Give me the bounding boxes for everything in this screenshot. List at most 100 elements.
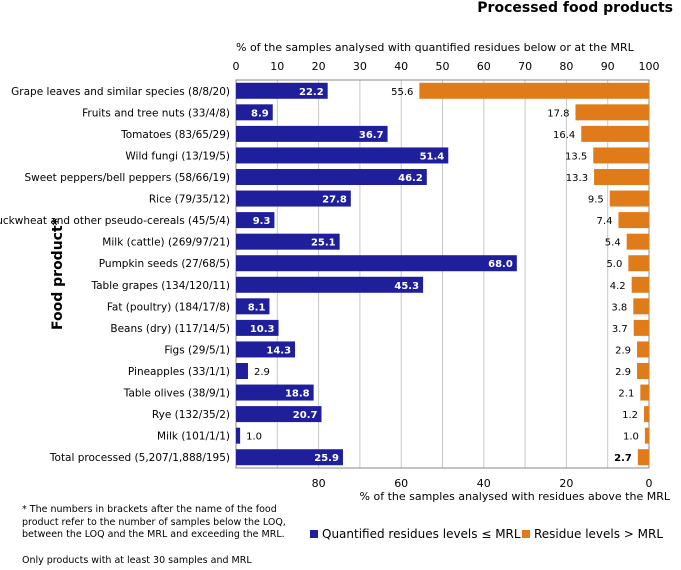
data-label-quantified: 51.4 (420, 151, 445, 162)
bar-exceeding (575, 104, 649, 121)
data-label-exceeding: 2.1 (618, 389, 634, 400)
bar-quantified (236, 82, 328, 99)
category-label: Fat (poultry) (184/17/8) (107, 301, 230, 313)
category-label: Wild fungi (13/19/5) (125, 150, 230, 162)
bar-exceeding (628, 255, 649, 272)
bar-exceeding (594, 169, 649, 185)
data-label-exceeding: 2.9 (615, 345, 631, 356)
bar-exceeding (593, 147, 649, 164)
bar-quantified (236, 449, 343, 466)
data-label-exceeding: 3.8 (611, 302, 627, 313)
bar-exceeding (419, 82, 649, 99)
category-label: Pumpkin seeds (27/68/5) (99, 258, 230, 270)
top-tick-label: 50 (436, 60, 450, 73)
footnote: * The numbers in brackets after the name… (22, 504, 286, 540)
top-tick-label: 70 (518, 60, 532, 73)
data-label-quantified: 46.2 (398, 173, 423, 184)
bar-quantified (236, 363, 248, 379)
legend-item-series-0: Quantified residues levels ≤ MRL (310, 527, 521, 541)
bar-quantified (236, 298, 270, 315)
bar-quantified (236, 190, 351, 207)
bar-exceeding (631, 276, 649, 293)
bottom-tick-label: 80 (312, 477, 326, 490)
data-label-quantified: 1.0 (246, 432, 262, 443)
data-label-quantified: 25.9 (314, 453, 339, 464)
category-label: Tomatoes (83/65/29) (120, 129, 230, 141)
data-label-quantified: 25.1 (311, 238, 336, 249)
bottom-axis-title: % of the samples analysed with residues … (360, 490, 671, 503)
data-label-quantified: 22.2 (299, 87, 324, 98)
data-label-quantified: 9.3 (253, 216, 271, 227)
category-label: Table grapes (134/120/11) (90, 280, 230, 292)
data-label-exceeding: 5.4 (605, 238, 621, 249)
bar-quantified (236, 384, 314, 401)
bar-exceeding (618, 212, 649, 229)
bar-exceeding (637, 341, 649, 358)
category-label: Sweet peppers/bell peppers (58/66/19) (24, 172, 230, 184)
category-label: Table olives (38/9/1) (123, 388, 230, 400)
category-label: Total processed (5,207/1,888/195) (49, 452, 230, 464)
bar-quantified (236, 276, 424, 293)
category-label: Figs (29/5/1) (164, 344, 230, 356)
category-label: Milk (101/1/1) (157, 431, 230, 443)
data-label-quantified: 68.0 (488, 259, 513, 270)
page-title: Processed food products (477, 0, 673, 16)
top-tick-label: 100 (639, 60, 660, 73)
legend-swatch (522, 530, 530, 538)
bottom-tick-label: 0 (646, 477, 653, 490)
data-label-exceeding: 7.4 (597, 216, 613, 227)
data-label-exceeding: 2.9 (615, 367, 631, 378)
bottom-tick-label: 60 (394, 477, 408, 490)
bar-exceeding (626, 233, 649, 250)
data-label-exceeding: 1.2 (622, 410, 638, 421)
top-tick-label: 90 (601, 60, 615, 73)
data-label-exceeding: 5.0 (606, 259, 622, 270)
legend-label: Quantified residues levels ≤ MRL (322, 527, 521, 541)
bar-exceeding (644, 427, 649, 444)
data-label-quantified: 8.1 (248, 302, 266, 313)
bar-quantified (236, 233, 340, 250)
data-label-quantified: 8.9 (251, 108, 269, 119)
data-label-quantified: 45.3 (394, 281, 419, 292)
data-label-quantified: 27.8 (322, 195, 347, 206)
bar-quantified (236, 125, 388, 142)
data-label-quantified: 14.3 (266, 345, 291, 356)
bar-quantified (236, 427, 241, 444)
data-label-exceeding: 16.4 (553, 130, 575, 141)
bar-quantified (236, 212, 275, 229)
top-axis-title: % of the samples analysed with quantifie… (236, 41, 635, 54)
category-label: Pineapples (33/1/1) (128, 366, 230, 378)
data-label-exceeding: 3.7 (612, 324, 628, 335)
category-label: Grape leaves and similar species (8/8/20… (11, 86, 230, 98)
data-label-exceeding: 17.8 (547, 108, 569, 119)
top-tick-label: 20 (312, 60, 326, 73)
legend-item-series-1: Residue levels > MRL (522, 527, 663, 541)
data-label-quantified: 18.8 (285, 389, 310, 400)
data-label-exceeding: 4.2 (610, 281, 626, 292)
data-label-quantified: 10.3 (250, 324, 275, 335)
bottom-tick-label: 20 (559, 477, 573, 490)
category-label: Fruits and tree nuts (33/4/8) (82, 107, 230, 119)
top-tick-label: 0 (233, 60, 240, 73)
legend-swatch (310, 530, 318, 538)
data-label-quantified: 20.7 (293, 410, 318, 421)
data-label-exceeding: 1.0 (623, 432, 639, 443)
data-label-exceeding: 55.6 (391, 87, 413, 98)
bar-exceeding (644, 406, 649, 423)
bar-exceeding (633, 298, 649, 315)
category-label: Rye (132/35/2) (152, 409, 230, 421)
category-label: Beans (dry) (117/14/5) (110, 323, 230, 335)
bar-quantified (236, 255, 517, 272)
category-label: Milk (cattle) (269/97/21) (102, 237, 230, 249)
bar-exceeding (640, 384, 649, 401)
plot-frame (235, 79, 650, 469)
category-label: Rice (79/35/12) (149, 194, 230, 206)
bar-quantified (236, 406, 322, 423)
data-label-exceeding: 2.7 (614, 453, 632, 464)
category-label: Buckwheat and other pseudo-cereals (45/5… (0, 215, 230, 227)
data-label-exceeding: 13.5 (565, 151, 587, 162)
bar-quantified (236, 341, 296, 358)
note: Only products with at least 30 samples a… (22, 555, 252, 566)
data-label-exceeding: 9.5 (588, 195, 604, 206)
